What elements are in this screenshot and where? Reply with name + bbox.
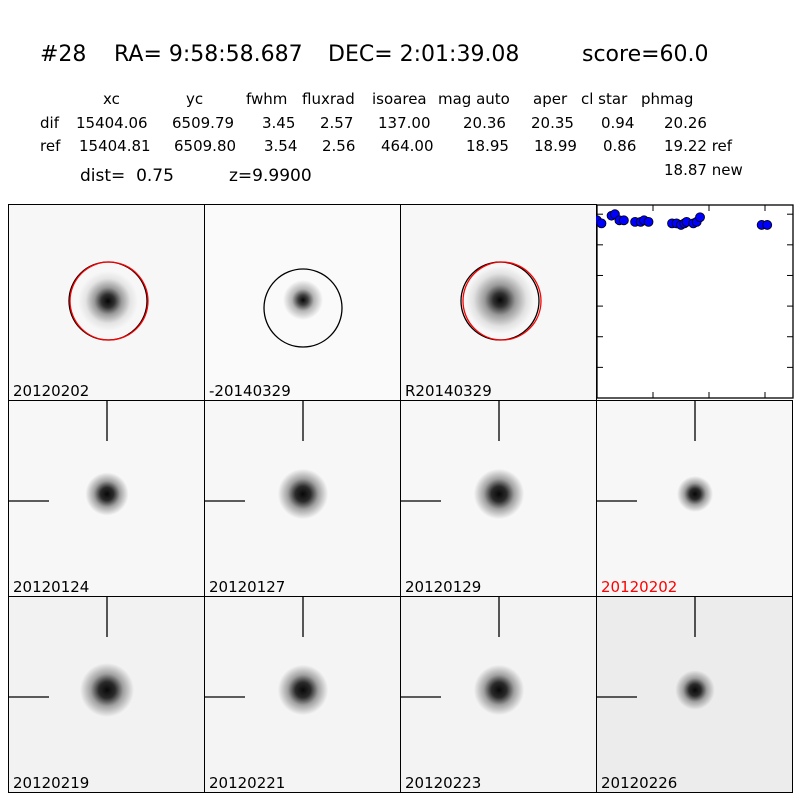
ref-xc: 15404.81 [79,137,151,155]
star-source [80,663,134,717]
stamp-label: 20120221 [209,774,286,792]
dif-aper: 20.35 [531,114,574,132]
col-phmag: phmag [641,90,694,108]
stamp-panel-reference: R20140329 [400,204,597,401]
stamp-panel: 20120124 [8,400,205,597]
data-point [596,218,607,229]
star-source [85,472,129,516]
col-aper: aper [533,90,568,108]
col-yc: yc [186,90,204,108]
stamp-label: -20140329 [209,382,291,400]
stamp-label: 20120129 [405,578,482,596]
light-curve-chart: 20212223242526-50050100 [596,204,794,418]
star-source [283,280,323,320]
stamp-label: 20120202 [601,578,678,596]
stamp-label: 20120223 [405,774,482,792]
col-cl-star: cl star [581,90,628,108]
stamp-panel-diff: -20140329 [204,204,401,401]
title-score: score=60.0 [582,42,709,67]
dif-fluxrad: 2.57 [320,114,354,132]
stamp-panel-ref: 20120202 [8,204,205,401]
star-source [277,664,329,716]
dif-label: dif [40,114,59,132]
stamp-label: 20120124 [13,578,90,596]
data-point [618,215,629,226]
col-isoarea: isoarea [372,90,427,108]
dif-isoarea: 137.00 [378,114,431,132]
stamp-panel: 20120129 [400,400,597,597]
stamp-label: 20120202 [13,382,90,400]
stamp-label: 20120226 [601,774,678,792]
star-source [473,664,525,716]
stamp-image [9,597,204,792]
stamp-image [205,205,400,400]
dif-phmag: 20.26 [664,114,707,132]
title-ra: RA= 9:58:58.687 [114,42,303,67]
stamp-image [401,205,596,400]
data-point [695,212,705,223]
stamp-image [401,597,596,792]
col-mag-auto: mag auto [438,90,510,108]
stamp-image [9,205,204,400]
col-fluxrad: fluxrad [302,90,355,108]
dif-yc: 6509.79 [172,114,235,132]
data-point [643,216,654,227]
aperture-circle-red [462,261,542,341]
ref-aper: 18.99 [534,137,577,155]
aperture-circle-black [263,268,343,348]
stamp-label: 20120219 [13,774,90,792]
ref-fwhm: 3.54 [264,137,298,155]
ref-label: ref [40,137,61,155]
star-source [78,271,138,331]
data-point [762,220,773,230]
ref-yc: 6509.80 [174,137,237,155]
stamp-image [205,401,400,596]
stamp-panel: 20120127 [204,400,401,597]
aperture-circle-red [69,261,149,341]
stamp-panel: 20120202 [596,400,793,597]
stamp-panel: 20120219 [8,596,205,793]
stamp-image [597,597,792,792]
stamp-image [597,401,792,596]
dif-xc: 15404.06 [76,114,148,132]
star-source [677,476,713,512]
z-value: z=9.9900 [229,166,312,186]
title-dec: DEC= 2:01:39.08 [328,42,520,67]
stamp-panel: 20120221 [204,596,401,793]
stamp-image [401,401,596,596]
title-id: #28 [40,42,87,67]
col-fwhm: fwhm [246,90,288,108]
ref-phmag: 19.22 ref [664,137,733,155]
ref-cl-star: 0.86 [603,137,637,155]
dif-fwhm: 3.45 [262,114,296,132]
star-source [675,670,715,710]
stamp-label: 20120127 [209,578,286,596]
stamp-label: R20140329 [405,382,492,400]
star-source [277,468,329,520]
stamp-image [205,597,400,792]
stamp-image [9,401,204,596]
star-source [473,468,525,520]
col-xc: xc [103,90,120,108]
ref-fluxrad: 2.56 [322,137,356,155]
dif-mag-auto: 20.36 [463,114,506,132]
plot-frame [596,204,794,399]
new-phmag: 18.87 new [664,161,743,179]
stamp-panel: 20120223 [400,596,597,793]
stamp-panel: 20120226 [596,596,793,793]
ref-isoarea: 464.00 [381,137,434,155]
ref-mag-auto: 18.95 [466,137,509,155]
dif-cl-star: 0.94 [601,114,635,132]
dist-value: dist= 0.75 [80,166,174,186]
star-source [466,266,534,334]
